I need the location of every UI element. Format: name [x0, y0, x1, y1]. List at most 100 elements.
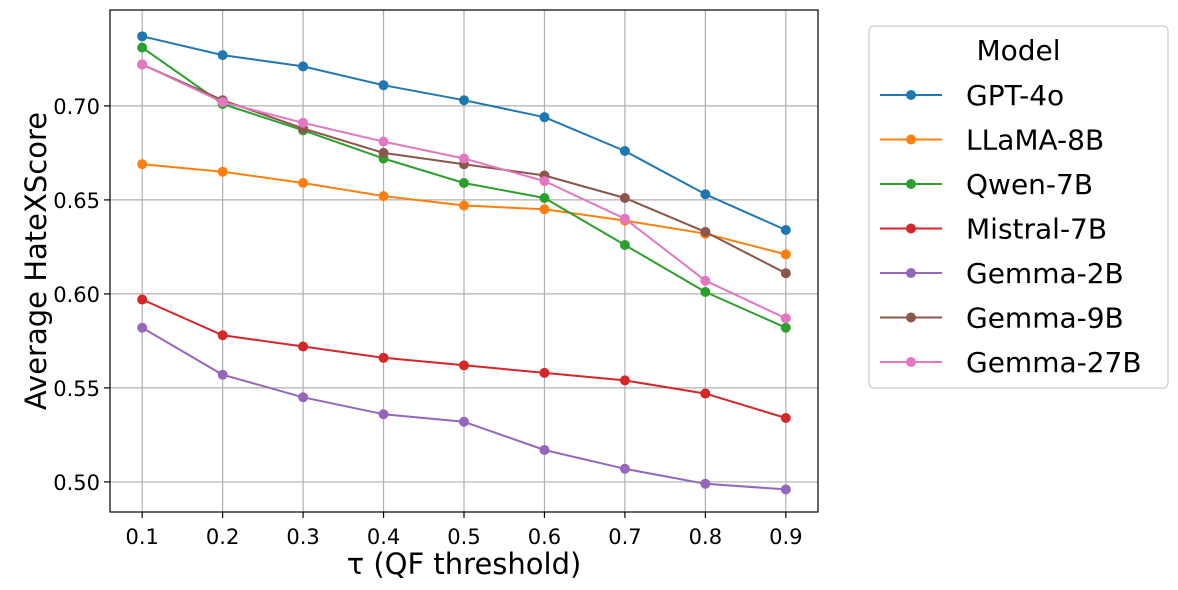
data-point: [298, 117, 309, 128]
data-point: [137, 31, 148, 42]
data-point: [780, 412, 791, 423]
data-point: [619, 240, 630, 251]
data-point: [700, 388, 711, 399]
data-point: [137, 159, 148, 170]
y-tick-label: 0.65: [53, 189, 100, 213]
legend-label: Gemma-27B: [966, 346, 1142, 379]
legend-items: GPT-4o LLaMA-8B Qwen-7B Mistral-7B Gemma-2B G…: [880, 79, 1142, 379]
x-axis-title: τ (QF threshold): [347, 547, 582, 581]
data-point: [619, 375, 630, 386]
series-gpt-4o: [137, 31, 791, 235]
y-tick-label: 0.60: [53, 283, 100, 307]
legend-label: Mistral-7B: [966, 213, 1107, 246]
legend-item: Qwen-7B: [880, 168, 1093, 201]
data-point: [459, 177, 469, 188]
data-point: [619, 463, 630, 474]
data-point: [539, 112, 550, 123]
legend-box: [868, 25, 1169, 389]
x-tick-label: 0.3: [286, 525, 319, 549]
x-tick-label: 0.5: [447, 525, 480, 549]
data-point: [378, 136, 389, 147]
y-tick-label: 0.50: [53, 471, 100, 495]
data-point: [700, 189, 711, 200]
data-point: [459, 200, 469, 211]
data-point: [378, 191, 389, 202]
legend-marker: [906, 312, 916, 323]
data-point: [539, 204, 550, 215]
legend-title: Model: [976, 34, 1060, 67]
data-point: [780, 224, 791, 235]
legend-marker: [906, 268, 916, 278]
data-point: [780, 313, 791, 324]
data-point: [298, 392, 309, 403]
data-point: [378, 80, 389, 91]
data-point: [700, 226, 711, 237]
x-tick-label: 0.1: [125, 525, 158, 549]
legend-marker: [906, 90, 916, 100]
data-point: [137, 59, 148, 70]
data-point: [217, 50, 228, 61]
data-point: [378, 409, 389, 420]
data-point: [619, 146, 630, 157]
data-point: [137, 322, 148, 333]
data-point: [298, 61, 309, 72]
data-point: [780, 484, 791, 495]
series-lines: [137, 31, 791, 495]
legend: Model GPT-4o LLaMA-8B Qwen-7B Mistral-7B Gem…: [868, 25, 1169, 389]
data-point: [298, 341, 309, 352]
data-point: [539, 367, 550, 378]
data-point: [459, 360, 469, 371]
data-point: [137, 294, 148, 305]
series-gemma-2b: [137, 322, 791, 495]
legend-label: Qwen-7B: [966, 168, 1093, 201]
data-point: [700, 275, 711, 286]
data-point: [539, 444, 550, 455]
data-point: [780, 268, 791, 279]
legend-label: GPT-4o: [966, 79, 1064, 112]
legend-marker: [906, 223, 916, 234]
legend-marker: [906, 179, 916, 189]
y-axis-title: Average HateXScore: [19, 112, 53, 410]
legend-item: Gemma-27B: [880, 346, 1142, 379]
data-point: [298, 177, 309, 188]
x-tick-label: 0.4: [367, 525, 400, 549]
data-point: [378, 147, 389, 158]
data-point: [539, 176, 550, 187]
data-point: [217, 330, 228, 341]
legend-item: Mistral-7B: [880, 213, 1107, 246]
data-point: [780, 249, 791, 260]
axis-ticks: 0.1 0.2 0.3 0.4 0.5 0.6 0.7 0.8 0.9 0.50 0.55 0.60 0…: [53, 95, 802, 549]
series-mistral-7b: [137, 294, 791, 423]
legend-item: GPT-4o: [880, 79, 1064, 112]
legend-label: Gemma-9B: [966, 302, 1124, 335]
series-gemma-27b: [137, 59, 791, 324]
legend-item: LLaMA-8B: [880, 124, 1104, 157]
data-point: [217, 97, 228, 108]
legend-marker: [906, 357, 916, 367]
data-point: [700, 478, 711, 489]
legend-marker: [906, 134, 916, 145]
data-point: [619, 213, 630, 224]
data-point: [459, 153, 469, 164]
data-point: [780, 322, 791, 333]
data-point: [137, 42, 148, 53]
data-point: [459, 416, 469, 427]
x-tick-label: 0.9: [769, 525, 802, 549]
x-tick-label: 0.8: [689, 525, 722, 549]
data-point: [700, 287, 711, 298]
data-point: [539, 193, 550, 204]
legend-label: Gemma-2B: [966, 257, 1124, 290]
legend-item: Gemma-9B: [880, 302, 1124, 335]
x-tick-label: 0.2: [206, 525, 239, 549]
data-point: [459, 95, 469, 106]
legend-item: Gemma-2B: [880, 257, 1124, 290]
y-tick-label: 0.55: [53, 377, 100, 401]
data-point: [217, 369, 228, 380]
data-point: [619, 193, 630, 204]
x-tick-label: 0.6: [528, 525, 561, 549]
legend-label: LLaMA-8B: [966, 124, 1104, 157]
y-tick-label: 0.70: [53, 95, 100, 119]
x-tick-label: 0.7: [608, 525, 641, 549]
data-point: [217, 166, 228, 177]
